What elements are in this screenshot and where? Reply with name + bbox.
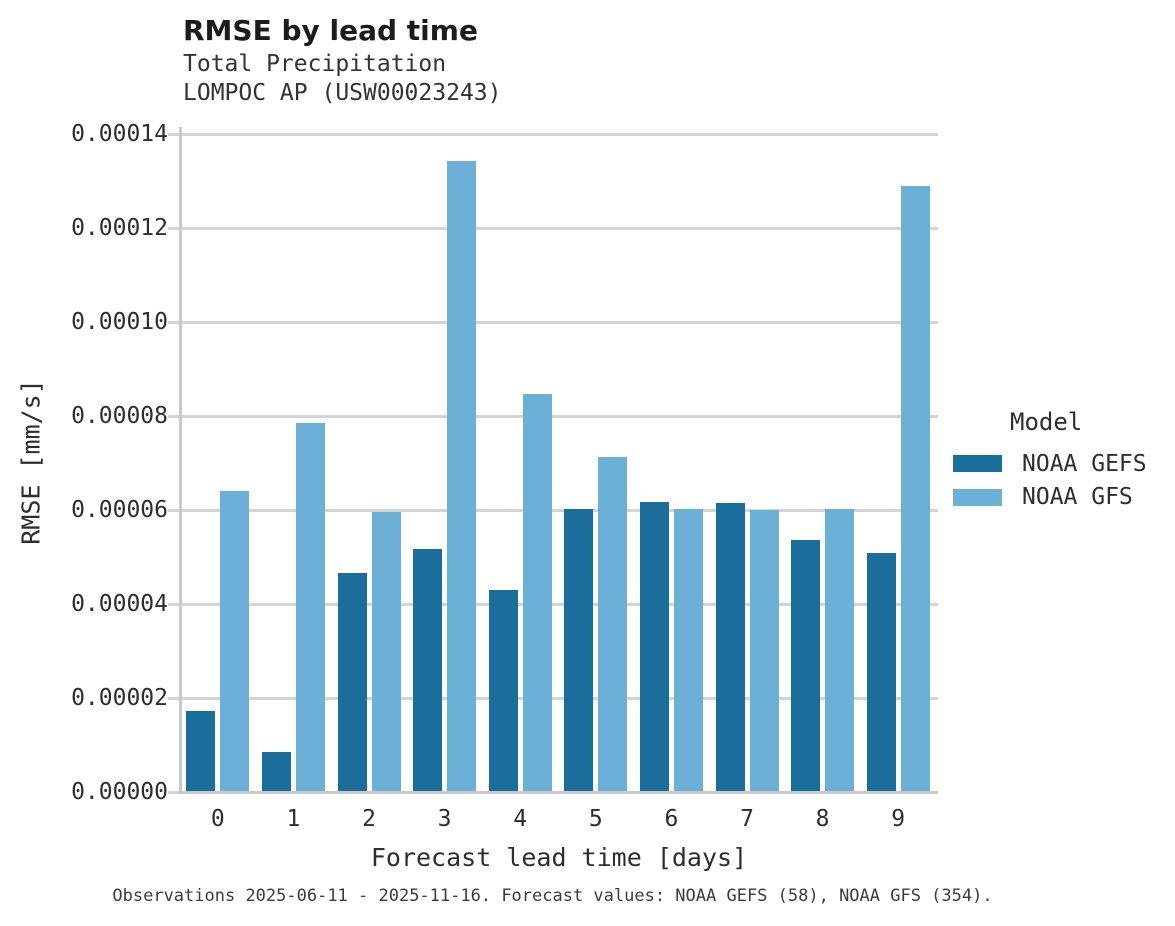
- bar-noaa-gfs-lead-9: [900, 185, 930, 792]
- bar-noaa-gfs-lead-4: [522, 394, 552, 792]
- bar-noaa-gfs-lead-7: [749, 509, 779, 792]
- y-tick-label: 0.00006: [71, 497, 168, 523]
- bar-noaa-gefs-lead-5: [564, 508, 594, 792]
- bar-noaa-gefs-lead-4: [488, 589, 518, 792]
- bar-noaa-gefs-lead-3: [413, 548, 443, 792]
- y-tick-label: 0.00012: [71, 215, 168, 241]
- legend-swatch-noaa-gefs: [953, 455, 1002, 472]
- legend-title: Model: [1010, 408, 1083, 436]
- gridline-0.00012: [168, 227, 938, 230]
- x-axis-title: Forecast lead time [days]: [370, 843, 748, 872]
- x-tick-label-9: 9: [891, 806, 906, 832]
- chart-subtitle-station: LOMPOC AP (USW00023243): [183, 80, 502, 106]
- page-title: RMSE by lead time: [183, 14, 478, 47]
- y-axis-title: RMSE [mm/s]: [16, 379, 46, 545]
- y-axis-spine: [179, 127, 182, 794]
- x-tick-label-0: 0: [210, 806, 225, 832]
- gridline-0.00014: [168, 133, 938, 136]
- y-tick-label: 0.00000: [71, 779, 168, 805]
- bar-noaa-gfs-lead-2: [371, 511, 401, 792]
- x-tick-label-8: 8: [815, 806, 830, 832]
- x-tick-label-7: 7: [740, 806, 754, 832]
- y-tick-label: 0.00004: [71, 591, 168, 617]
- legend-swatch-noaa-gfs: [953, 488, 1002, 506]
- gridline-0.00004: [168, 603, 938, 606]
- bar-noaa-gfs-lead-5: [598, 456, 628, 792]
- bar-noaa-gefs-lead-2: [337, 573, 367, 792]
- bar-noaa-gefs-lead-9: [866, 552, 896, 792]
- bar-noaa-gfs-lead-1: [295, 423, 325, 792]
- y-tick-label: 0.00008: [71, 403, 168, 429]
- y-tick-label: 0.00014: [71, 121, 168, 147]
- bar-noaa-gefs-lead-8: [791, 539, 821, 792]
- y-tick-label: 0.00010: [71, 309, 168, 335]
- legend-label-noaa-gefs: NOAA GEFS: [1022, 450, 1147, 477]
- gridline-0.00010: [168, 321, 938, 324]
- gridline-0.00002: [168, 697, 938, 700]
- bar-noaa-gfs-lead-3: [447, 160, 477, 792]
- bar-noaa-gfs-lead-8: [825, 508, 855, 792]
- legend-label-noaa-gfs: NOAA GFS: [1022, 484, 1133, 511]
- gridline-0.00008: [168, 415, 938, 418]
- x-tick-label-5: 5: [588, 806, 603, 832]
- gridline-0.00006: [168, 509, 938, 512]
- x-tick-label-4: 4: [513, 806, 528, 832]
- y-tick-label: 0.00002: [71, 685, 168, 711]
- x-tick-label-1: 1: [286, 806, 301, 832]
- bar-noaa-gfs-lead-0: [220, 490, 250, 792]
- bar-noaa-gefs-lead-6: [639, 501, 669, 792]
- chart-subtitle-variable: Total Precipitation: [183, 51, 447, 77]
- x-tick-label-3: 3: [437, 806, 452, 832]
- footnote: Observations 2025-06-11 - 2025-11-16. Fo…: [112, 886, 993, 906]
- bar-noaa-gefs-lead-0: [186, 711, 216, 792]
- x-axis-spine: [178, 790, 938, 794]
- bar-noaa-gefs-lead-1: [261, 752, 291, 792]
- bar-noaa-gefs-lead-7: [715, 502, 745, 792]
- bar-noaa-gfs-lead-6: [673, 509, 703, 792]
- x-tick-label-6: 6: [664, 806, 679, 832]
- x-tick-label-2: 2: [362, 806, 376, 832]
